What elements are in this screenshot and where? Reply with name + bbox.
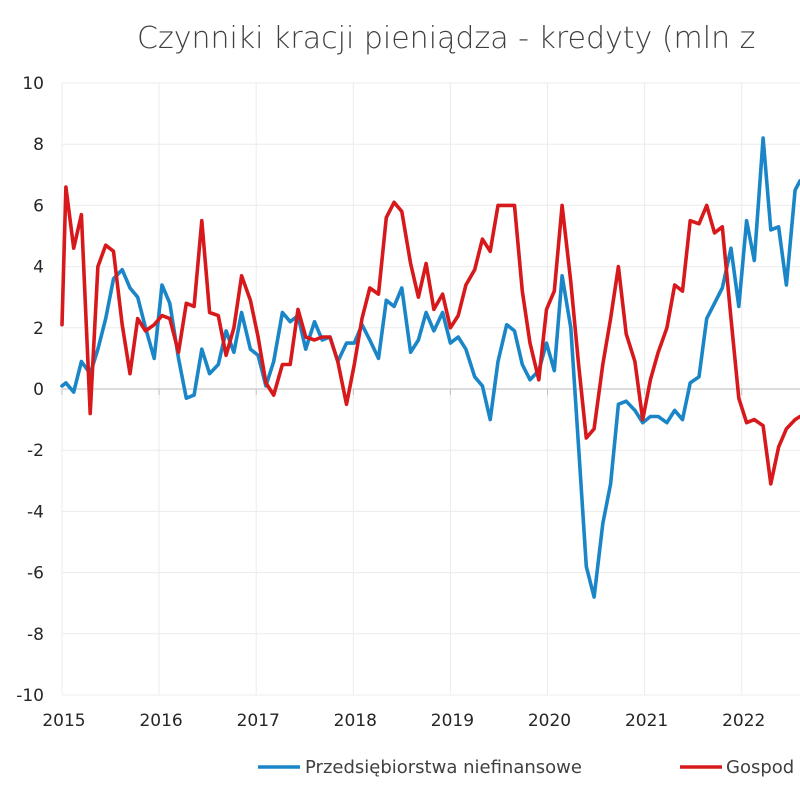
series-lines [60, 136, 800, 599]
x-tick-label: 2017 [237, 711, 280, 731]
legend-label: Gospod [726, 757, 794, 778]
legend-label: Przedsiębiorstwa niefinansowe [305, 757, 582, 778]
legend: Przedsiębiorstwa niefinansowe Gospod [258, 757, 794, 778]
x-tick-label: 2022 [722, 711, 765, 731]
x-tick-label: 2021 [625, 711, 668, 731]
y-tick-label: 10 [22, 74, 44, 94]
y-tick-label: -2 [27, 441, 44, 461]
y-tick-label: 0 [33, 380, 44, 400]
series-line-2 [60, 185, 800, 486]
x-tick-label: 2019 [431, 711, 474, 731]
x-tick-label: 2018 [334, 711, 377, 731]
x-tick-label: 2020 [528, 711, 571, 731]
chart-title: Czynniki kracji pieniądza - kredyty (mln… [137, 21, 755, 56]
y-tick-label: 6 [33, 196, 44, 216]
axes: 10 8 6 4 2 0 -2 -4 -6 -8 -10 2015 2016 2017 2018 2019 20… [16, 74, 800, 731]
x-tick-label: 2016 [139, 711, 182, 731]
y-tick-label: -4 [27, 502, 44, 522]
y-tick-label: -8 [27, 625, 44, 645]
y-tick-label: 2 [33, 319, 44, 339]
y-tick-label: 8 [33, 135, 44, 155]
x-tick-label: 2015 [42, 711, 85, 731]
y-tick-label: 4 [33, 258, 44, 278]
series-line-1 [60, 136, 800, 599]
y-tick-label: -6 [27, 564, 44, 584]
y-tick-label: -10 [16, 686, 44, 706]
